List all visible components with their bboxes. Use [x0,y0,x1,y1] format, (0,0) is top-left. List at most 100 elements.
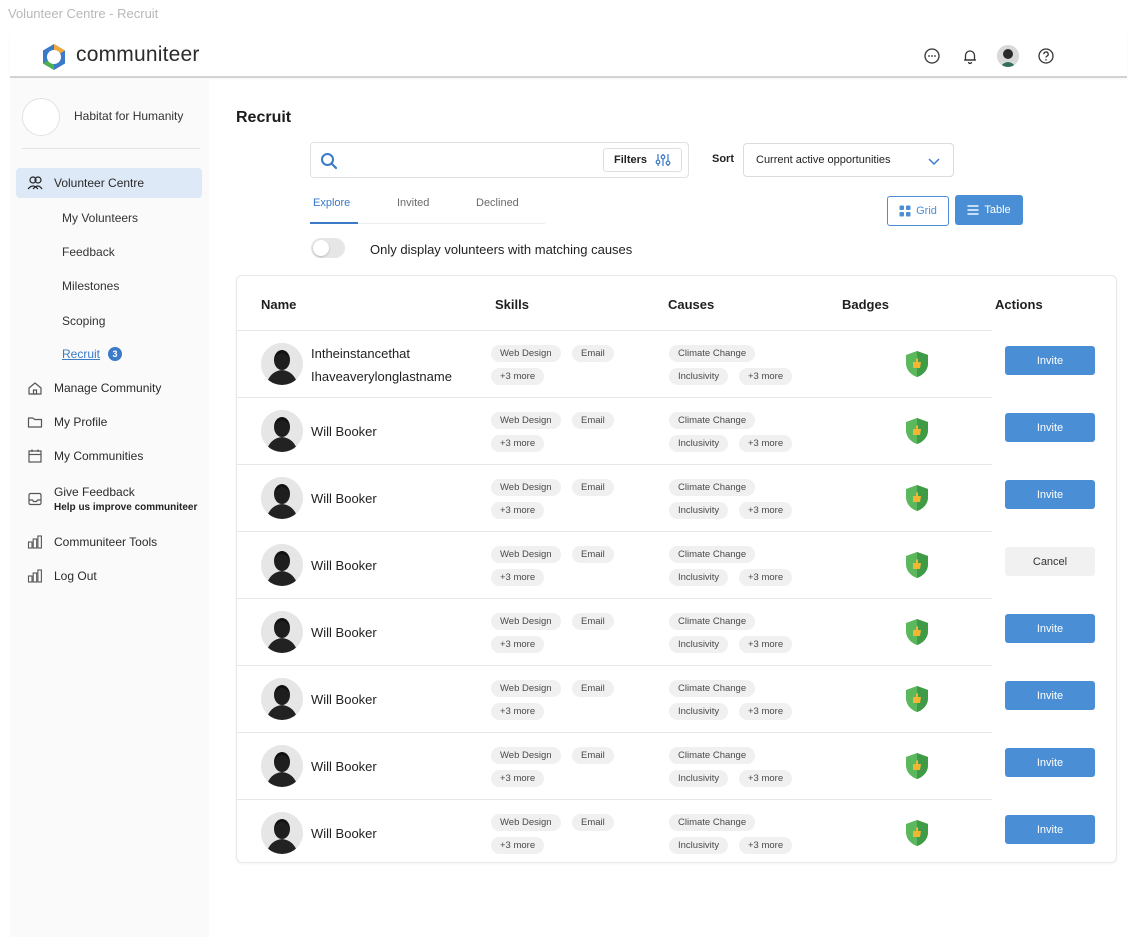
org-switcher[interactable]: Habitat for Humanity [22,98,200,138]
grid-view-button[interactable]: Grid [887,196,949,226]
nav-volunteer-centre[interactable]: Volunteer Centre [16,168,202,198]
volunteer-name[interactable]: Intheinstancethat Ihaveaverylonglastname [311,342,452,388]
skill-more-chip[interactable]: +3 more [491,569,545,586]
recruit-label: Recruit [62,347,101,361]
top-bar: communiteer [10,34,1127,78]
skill-more-chip[interactable]: +3 more [491,703,545,720]
shield-badge-icon [903,416,931,446]
skill-more-chip[interactable]: +3 more [491,435,545,452]
header-badges: Badges [842,297,889,312]
nav-label: Manage Community [54,381,162,395]
skill-more-chip[interactable]: +3 more [491,770,545,787]
table-row: Will Booker Web Design Email +3 more Climate… [237,799,992,866]
invite-button[interactable]: Invite [1005,346,1095,375]
avatar[interactable] [261,544,303,586]
volunteer-name[interactable]: Will Booker [311,826,377,841]
nav-label: Volunteer Centre [54,176,145,190]
cause-more-chip[interactable]: +3 more [739,703,793,720]
sub-item-feedback[interactable]: Feedback [62,245,115,259]
skill-chip: Web Design [491,479,561,496]
skill-more-chip[interactable]: +3 more [491,502,545,519]
tab-explore[interactable]: Explore [313,197,351,209]
nav-give-feedback[interactable]: Give Feedback Help us improve communitee… [16,480,202,518]
search-input[interactable] [347,149,597,171]
avatar[interactable] [261,410,303,452]
folder-icon [26,413,44,431]
filters-button[interactable]: Filters [602,148,682,172]
users-icon [26,174,44,192]
invite-button[interactable]: Invite [1005,748,1095,777]
volunteer-name[interactable]: Will Booker [311,759,377,774]
cause-chip: Climate Change [669,479,756,496]
cancel-button[interactable]: Cancel [1005,547,1095,576]
sub-item-recruit[interactable]: Recruit 3 [62,347,123,361]
skill-chip: Web Design [491,680,561,697]
skill-chip: Web Design [491,747,561,764]
help-icon[interactable] [1035,45,1057,67]
volunteer-name[interactable]: Will Booker [311,424,377,439]
nav-communiteer-tools[interactable]: Communiteer Tools [16,527,202,557]
avatar[interactable] [261,678,303,720]
list-icon [967,205,979,215]
chart-icon [26,567,44,585]
sub-item-scoping[interactable]: Scoping [62,314,106,328]
invite-button[interactable]: Invite [1005,413,1095,442]
communiteer-logo[interactable] [40,43,68,71]
volunteer-name[interactable]: Will Booker [311,491,377,506]
avatar[interactable] [261,343,303,385]
search-bar: Filters [310,142,689,178]
skill-more-chip[interactable]: +3 more [491,636,545,653]
nav-log-out[interactable]: Log Out [16,561,202,591]
cause-chip: Inclusivity [669,569,729,586]
invite-button[interactable]: Invite [1005,614,1095,643]
cause-chip: Inclusivity [669,636,729,653]
matching-causes-toggle[interactable] [311,238,345,258]
cause-more-chip[interactable]: +3 more [739,502,793,519]
invite-button[interactable]: Invite [1005,815,1095,844]
tab-declined[interactable]: Declined [476,197,519,209]
volunteer-name[interactable]: Will Booker [311,558,377,573]
toggle-knob [313,240,329,256]
cause-more-chip[interactable]: +3 more [739,368,793,385]
cause-chip: Climate Change [669,680,756,697]
cause-more-chip[interactable]: +3 more [739,569,793,586]
sort-dropdown[interactable]: Current active opportunities [743,143,954,177]
cause-more-chip[interactable]: +3 more [739,636,793,653]
table-row: Will Booker Web Design Email +3 more Climate… [237,732,992,799]
chart-icon [26,533,44,551]
skill-more-chip[interactable]: +3 more [491,368,545,385]
nav-my-profile[interactable]: My Profile [16,407,202,437]
sub-item-milestones[interactable]: Milestones [62,279,120,293]
nav-label: Give Feedback [54,485,135,499]
skill-more-chip[interactable]: +3 more [491,837,545,854]
cause-more-chip[interactable]: +3 more [739,435,793,452]
avatar[interactable] [261,477,303,519]
nav-my-communities[interactable]: My Communities [16,441,202,471]
nav-label: Communiteer Tools [54,535,158,549]
top-icons [921,45,1057,67]
cause-more-chip[interactable]: +3 more [739,837,793,854]
invite-button[interactable]: Invite [1005,681,1095,710]
feedback-subtitle: Help us improve communiteer [54,502,198,513]
table-view-button[interactable]: Table [955,195,1023,225]
chat-icon[interactable] [921,45,943,67]
skill-chip: Email [572,345,614,362]
volunteer-name[interactable]: Will Booker [311,692,377,707]
invite-button[interactable]: Invite [1005,480,1095,509]
skill-chip: Web Design [491,814,561,831]
header-skills: Skills [495,297,529,312]
user-avatar[interactable] [997,45,1019,67]
avatar[interactable] [261,812,303,854]
volunteer-name[interactable]: Will Booker [311,625,377,640]
avatar[interactable] [261,611,303,653]
tab-invited[interactable]: Invited [397,197,430,209]
avatar[interactable] [261,745,303,787]
cause-chip: Climate Change [669,814,756,831]
home-icon [26,379,44,397]
chevron-down-icon [928,158,940,166]
nav-manage-community[interactable]: Manage Community [16,373,202,403]
cause-more-chip[interactable]: +3 more [739,770,793,787]
shield-badge-icon [903,349,931,379]
bell-icon[interactable] [959,45,981,67]
sub-item-my-volunteers[interactable]: My Volunteers [62,211,139,225]
